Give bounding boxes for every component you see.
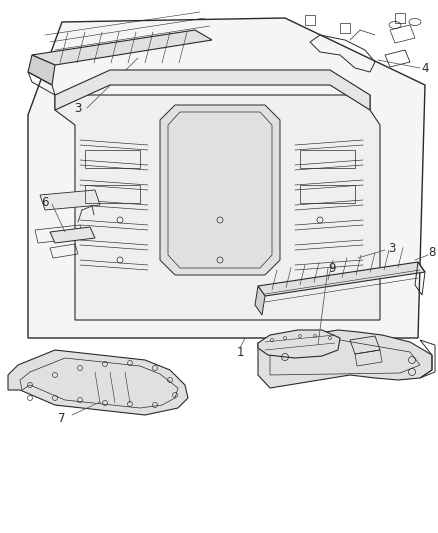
Text: 8: 8: [428, 246, 436, 259]
Bar: [85, 150, 140, 168]
Text: 1: 1: [236, 345, 244, 359]
Polygon shape: [8, 350, 188, 415]
Text: 6: 6: [41, 196, 49, 208]
Text: 3: 3: [389, 241, 396, 254]
Polygon shape: [40, 190, 100, 210]
Polygon shape: [258, 330, 432, 388]
Polygon shape: [195, 130, 278, 155]
Bar: [85, 185, 140, 203]
Text: 4: 4: [421, 61, 429, 75]
Polygon shape: [258, 262, 425, 296]
Polygon shape: [258, 330, 340, 358]
Text: 9: 9: [328, 262, 336, 274]
Polygon shape: [50, 227, 95, 243]
Text: 3: 3: [74, 101, 82, 115]
Polygon shape: [255, 286, 265, 315]
Polygon shape: [55, 95, 380, 320]
Text: 5: 5: [254, 172, 261, 184]
Polygon shape: [32, 30, 212, 65]
Bar: [305, 15, 315, 25]
Polygon shape: [28, 18, 425, 338]
Text: 7: 7: [58, 411, 66, 424]
Polygon shape: [55, 70, 370, 110]
Bar: [395, 13, 405, 23]
Bar: [340, 23, 350, 33]
Bar: [300, 150, 355, 168]
Polygon shape: [160, 105, 280, 275]
Polygon shape: [28, 55, 55, 85]
Bar: [300, 185, 355, 203]
